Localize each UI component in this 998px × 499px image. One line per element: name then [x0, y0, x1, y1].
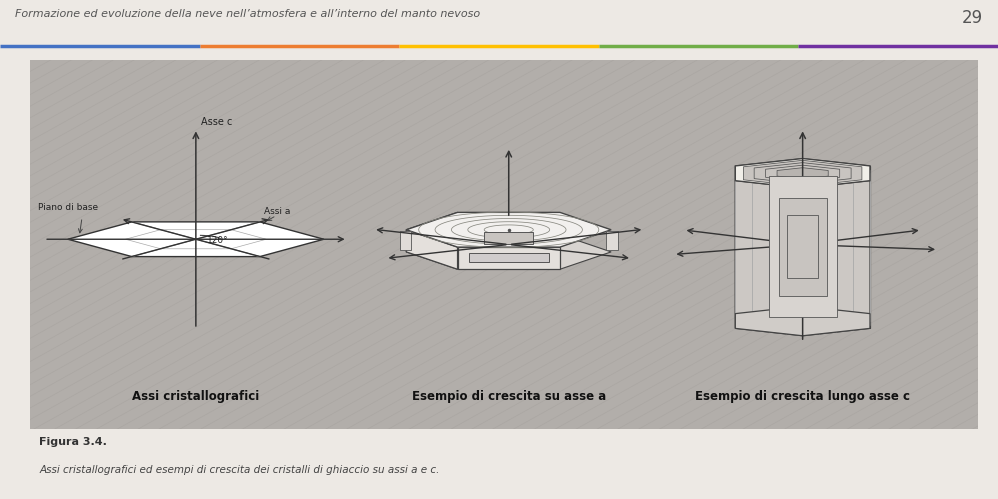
- Text: 120°: 120°: [208, 237, 229, 246]
- Text: Assi cristallografici: Assi cristallografici: [132, 390, 259, 403]
- Polygon shape: [457, 247, 560, 269]
- Polygon shape: [736, 159, 870, 188]
- Polygon shape: [778, 198, 826, 296]
- Polygon shape: [744, 160, 862, 186]
- Polygon shape: [736, 306, 870, 336]
- Text: Asse c: Asse c: [201, 117, 232, 127]
- Polygon shape: [68, 222, 323, 256]
- Polygon shape: [406, 230, 457, 269]
- Polygon shape: [484, 233, 533, 244]
- Polygon shape: [802, 159, 870, 313]
- Polygon shape: [607, 231, 618, 250]
- Text: Assi a: Assi a: [264, 207, 290, 216]
- Polygon shape: [754, 163, 851, 184]
- Text: Esempio di crescita lungo asse c: Esempio di crescita lungo asse c: [696, 390, 910, 403]
- Polygon shape: [469, 253, 549, 262]
- Polygon shape: [406, 235, 611, 269]
- Polygon shape: [399, 231, 411, 250]
- Text: Formazione ed evoluzione della neve nell’atmosfera e all’interno del manto nevos: Formazione ed evoluzione della neve nell…: [15, 9, 480, 19]
- Polygon shape: [787, 215, 818, 278]
- Text: Figura 3.4.: Figura 3.4.: [39, 437, 108, 447]
- Text: Assi cristallografici ed esempi di crescita dei cristalli di ghiaccio su assi a : Assi cristallografici ed esempi di cresc…: [39, 465, 440, 475]
- Text: Esempio di crescita su asse a: Esempio di crescita su asse a: [411, 390, 606, 403]
- Polygon shape: [406, 213, 457, 252]
- Polygon shape: [777, 168, 828, 179]
- Polygon shape: [736, 159, 802, 313]
- Text: Piano di base: Piano di base: [38, 203, 98, 212]
- Polygon shape: [406, 213, 611, 247]
- Polygon shape: [768, 177, 836, 317]
- Polygon shape: [802, 181, 870, 336]
- Polygon shape: [736, 181, 802, 336]
- Polygon shape: [765, 165, 839, 182]
- Text: 29: 29: [962, 9, 983, 27]
